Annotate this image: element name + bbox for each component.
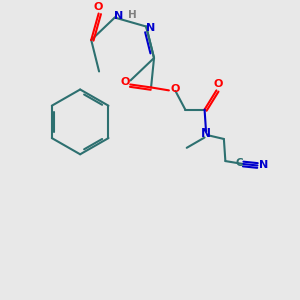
Text: H: H [128, 10, 137, 20]
Text: N: N [146, 23, 155, 33]
Text: O: O [120, 77, 130, 87]
Text: N: N [259, 160, 268, 170]
Text: N: N [201, 128, 211, 140]
Text: C: C [236, 158, 243, 168]
Text: O: O [171, 85, 180, 94]
Text: O: O [213, 79, 223, 89]
Text: N: N [114, 11, 123, 21]
Text: O: O [94, 2, 103, 12]
